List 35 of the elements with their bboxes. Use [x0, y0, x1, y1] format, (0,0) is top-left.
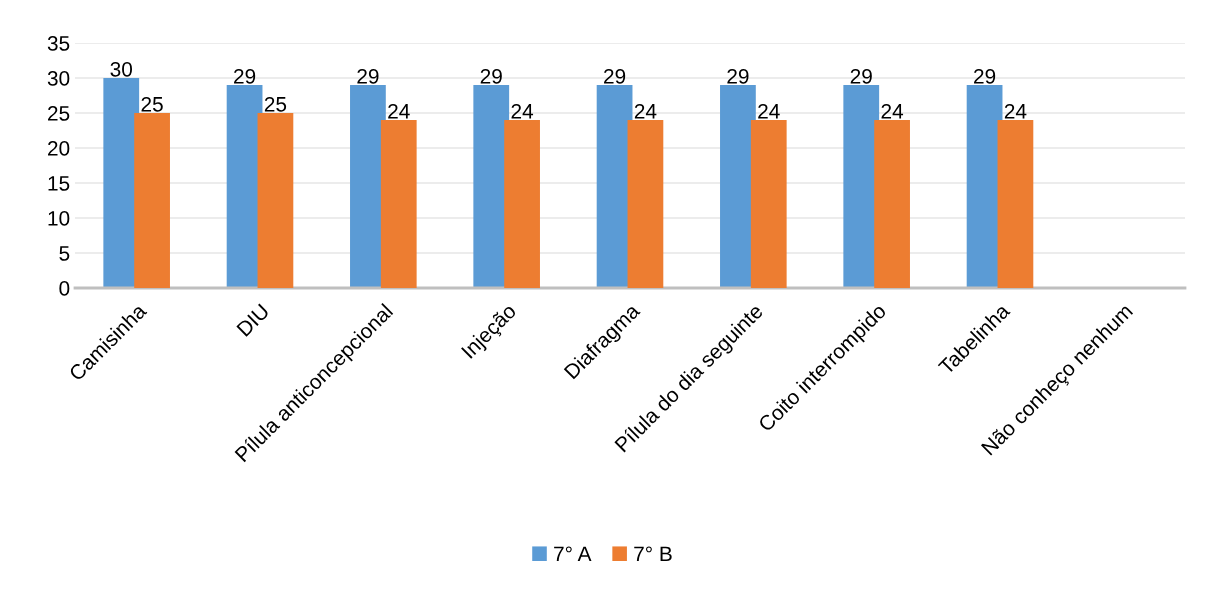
data-label: 24	[511, 103, 534, 119]
legend-label: 7° B	[634, 546, 672, 562]
bar	[380, 120, 417, 288]
data-label: 29	[357, 68, 379, 84]
data-label: 24	[388, 103, 410, 119]
data-label: 24	[634, 103, 657, 119]
y-tick-label: 20	[48, 141, 70, 156]
y-tick-label: 0	[59, 281, 70, 296]
data-label: 25	[264, 96, 287, 112]
y-tick-label: 10	[48, 211, 70, 226]
bar	[257, 113, 294, 288]
data-label: 29	[727, 68, 749, 84]
bar	[997, 120, 1034, 288]
bar	[627, 120, 664, 288]
y-tick-label: 25	[48, 106, 70, 121]
data-label: 24	[1004, 103, 1027, 119]
y-tick-label: 15	[48, 176, 70, 191]
data-label: 25	[141, 96, 163, 112]
data-label: 29	[974, 68, 996, 84]
bar	[134, 113, 170, 288]
y-tick-label: 30	[47, 71, 70, 86]
data-label: 29	[234, 68, 256, 84]
y-tick-label: 35	[47, 36, 70, 51]
data-label: 30	[110, 61, 133, 77]
x-tick-label: DIU	[236, 303, 270, 337]
data-label: 29	[850, 68, 872, 84]
bar	[874, 120, 910, 288]
data-label: 29	[480, 68, 502, 84]
data-label: 29	[604, 68, 626, 84]
data-label: 24	[758, 103, 780, 119]
legend-label: 7° A	[554, 546, 592, 562]
bar	[750, 120, 787, 288]
y-tick-label: 5	[59, 246, 70, 261]
data-label: 24	[881, 103, 904, 119]
bar	[504, 120, 540, 288]
